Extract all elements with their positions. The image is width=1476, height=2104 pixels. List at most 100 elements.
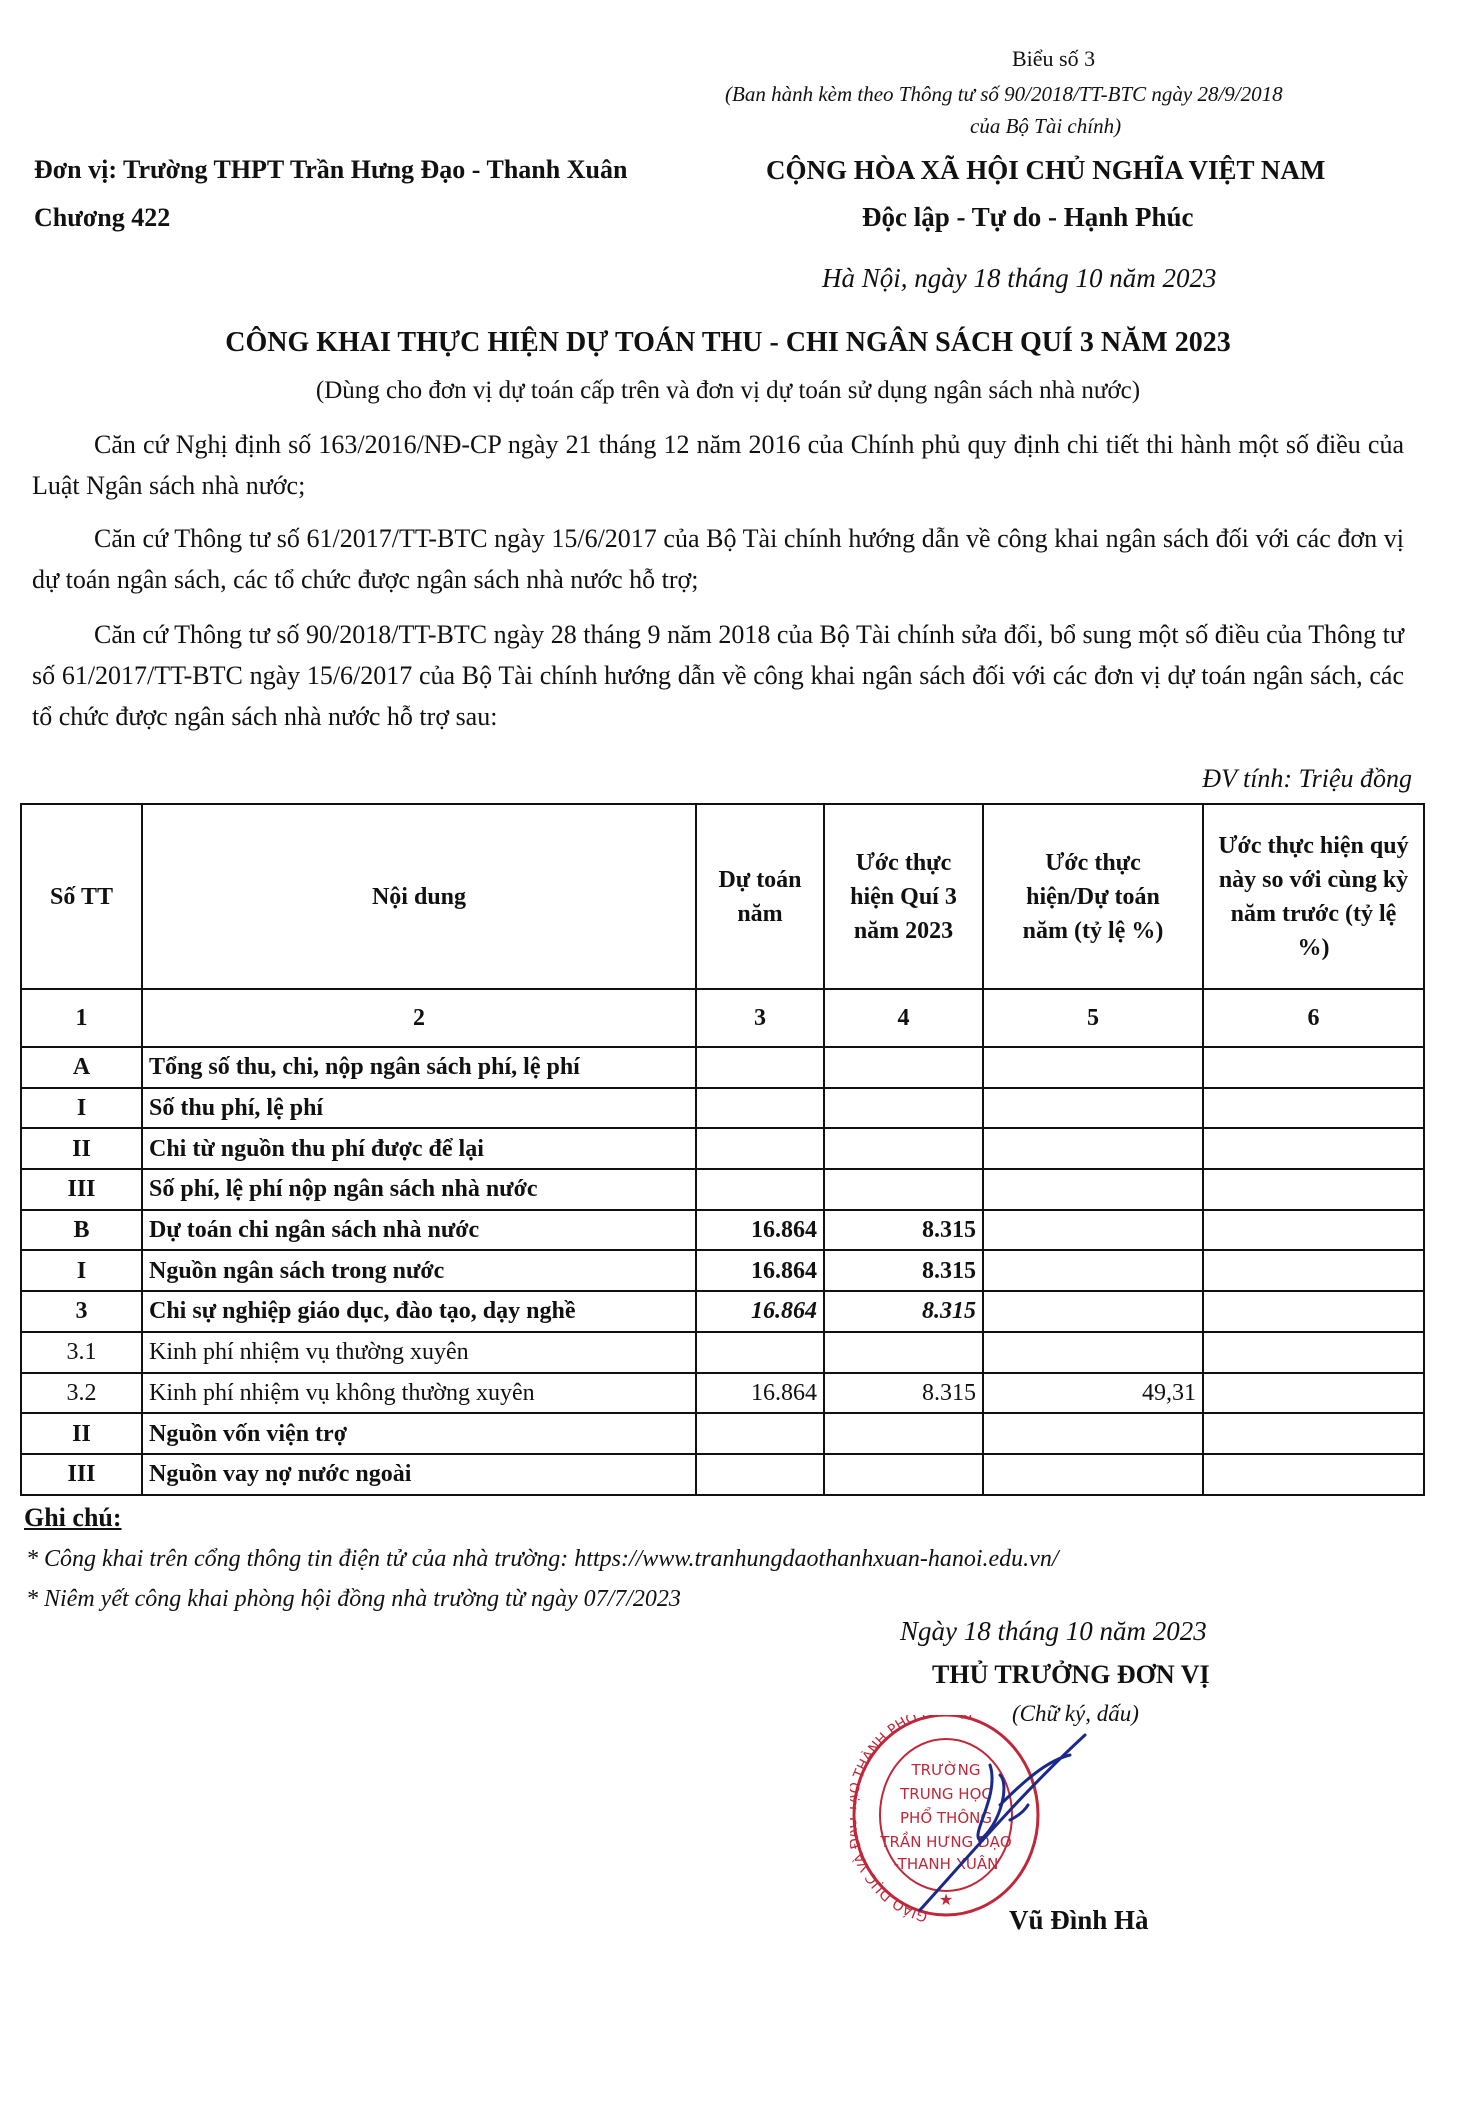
row-ratio-estimate: 49,31 — [982, 1371, 1204, 1415]
row-ratio-prev-year — [1202, 1046, 1425, 1089]
nation-heading: CỘNG HÒA XÃ HỘI CHỦ NGHĨA VIỆT NAM — [766, 155, 1326, 185]
row-annual-estimate: 16.864 — [695, 1290, 825, 1333]
column-number: 5 — [982, 988, 1204, 1048]
table-row: III Số phí, lệ phí nộp ngân sách nhà nước — [20, 1168, 1425, 1211]
header-annual-estimate: Dự toán năm — [695, 803, 825, 990]
signer-name: Vũ Đình Hà — [1009, 1905, 1149, 1935]
row-content: Tổng số thu, chi, nộp ngân sách phí, lệ … — [141, 1046, 697, 1089]
stamp-line: TRƯỜNG — [911, 1760, 981, 1779]
row-ratio-prev-year — [1202, 1168, 1425, 1211]
row-annual-estimate — [695, 1086, 825, 1130]
stamp-line: -THANH XUÂN — [894, 1854, 999, 1873]
row-content: Chi từ nguồn thu phí được để lại — [141, 1127, 697, 1171]
row-q3-actual — [823, 1452, 984, 1496]
header-q3-actual: Ước thực hiện Quí 3 năm 2023 — [823, 803, 984, 990]
table-row: 3.1 Kinh phí nhiệm vụ thường xuyên — [20, 1330, 1425, 1374]
row-q3-actual: 8.315 — [823, 1290, 984, 1333]
row-content: Dự toán chi ngân sách nhà nước — [141, 1208, 697, 1252]
table-row: 3.2 Kinh phí nhiệm vụ không thường xuyên 1… — [20, 1371, 1425, 1415]
row-annual-estimate — [695, 1412, 825, 1455]
row-content: Số thu phí, lệ phí — [141, 1086, 697, 1130]
row-content: Chi sự nghiệp giáo dục, đào tạo, dạy ngh… — [141, 1290, 697, 1333]
row-stt: A — [20, 1046, 143, 1089]
notes-heading: Ghi chú: — [24, 1503, 122, 1532]
legal-basis-2: Căn cứ Thông tư số 61/2017/TT-BTC ngày 1… — [32, 524, 1404, 594]
form-basis-2: của Bộ Tài chính) — [970, 114, 1122, 138]
row-q3-actual — [823, 1046, 984, 1089]
row-ratio-estimate — [982, 1086, 1204, 1130]
row-ratio-prev-year — [1202, 1208, 1425, 1252]
table-row: II Nguồn vốn viện trợ — [20, 1412, 1425, 1455]
row-content: Nguồn vay nợ nước ngoài — [141, 1452, 697, 1496]
row-annual-estimate — [695, 1046, 825, 1089]
row-annual-estimate — [695, 1330, 825, 1374]
row-stt: III — [20, 1452, 143, 1496]
table-row: B Dự toán chi ngân sách nhà nước 16.864 8.3… — [20, 1208, 1425, 1252]
signature-role: THỦ TRƯỞNG ĐƠN VỊ — [932, 1660, 1210, 1689]
row-ratio-estimate — [982, 1452, 1204, 1496]
row-ratio-prev-year — [1202, 1290, 1425, 1333]
row-stt: 3.1 — [20, 1330, 143, 1374]
row-ratio-estimate — [982, 1330, 1204, 1374]
row-q3-actual — [823, 1086, 984, 1130]
row-ratio-prev-year — [1202, 1086, 1425, 1130]
header-content: Nội dung — [141, 803, 697, 990]
row-q3-actual — [823, 1168, 984, 1211]
row-annual-estimate: 16.864 — [695, 1249, 825, 1293]
row-stt: III — [20, 1168, 143, 1211]
official-stamp: GIÁO DỤC VÀ ĐÀO TẠO THÀNH PHỐ HÀ NỘI TRƯ… — [850, 1715, 1087, 1924]
column-number: 6 — [1202, 988, 1425, 1048]
row-content: Kinh phí nhiệm vụ không thường xuyên — [141, 1371, 697, 1415]
row-content: Số phí, lệ phí nộp ngân sách nhà nước — [141, 1168, 697, 1211]
table-row: A Tổng số thu, chi, nộp ngân sách phí, lệ… — [20, 1046, 1425, 1089]
motto: Độc lập - Tự do - Hạnh Phúc — [862, 202, 1194, 232]
row-ratio-prev-year — [1202, 1249, 1425, 1293]
chapter: Chương 422 — [34, 203, 171, 232]
unit-name: Đơn vị: Trường THPT Trần Hưng Đạo - Than… — [34, 155, 628, 184]
header-ratio-prev-year: Ước thực hiện quý này so với cùng kỳ năm… — [1202, 803, 1425, 990]
stamp-star-icon: ★ — [939, 1890, 953, 1909]
row-q3-actual: 8.315 — [823, 1249, 984, 1293]
row-ratio-prev-year — [1202, 1330, 1425, 1374]
table-header-row: Số TT Nội dung Dự toán năm Ước thực hiện… — [20, 803, 1425, 990]
unit-of-measure: ĐV tính: Triệu đồng — [1202, 764, 1412, 793]
column-number: 4 — [823, 988, 984, 1048]
form-basis: (Ban hành kèm theo Thông tư số 90/2018/T… — [725, 82, 1283, 106]
row-annual-estimate: 16.864 — [695, 1371, 825, 1415]
table-row: I Số thu phí, lệ phí — [20, 1086, 1425, 1130]
row-annual-estimate: 16.864 — [695, 1208, 825, 1252]
table-row: III Nguồn vay nợ nước ngoài — [20, 1452, 1425, 1496]
row-ratio-estimate — [982, 1412, 1204, 1455]
header-stt: Số TT — [20, 803, 143, 990]
stamp-line: TRẦN HƯNG ĐẠO — [879, 1830, 1011, 1851]
row-ratio-prev-year — [1202, 1412, 1425, 1455]
column-number: 2 — [141, 988, 697, 1048]
row-ratio-estimate — [982, 1249, 1204, 1293]
row-stt: II — [20, 1127, 143, 1171]
budget-table: Số TT Nội dung Dự toán năm Ước thực hiện… — [20, 803, 1425, 1496]
stamp-line: PHỔ THÔNG — [900, 1806, 992, 1827]
row-ratio-prev-year — [1202, 1127, 1425, 1171]
place-date: Hà Nội, ngày 18 tháng 10 năm 2023 — [822, 263, 1217, 293]
column-number-row: 1 2 3 4 5 6 — [20, 988, 1425, 1048]
header-ratio-estimate: Ước thực hiện/Dự toán năm (tỷ lệ %) — [982, 803, 1204, 990]
row-stt: I — [20, 1086, 143, 1130]
note-item: * Công khai trên cổng thông tin điện tử … — [26, 1546, 1059, 1572]
row-ratio-estimate — [982, 1168, 1204, 1211]
row-ratio-estimate — [982, 1208, 1204, 1252]
form-number: Biểu số 3 — [1012, 46, 1096, 71]
signature-date: Ngày 18 tháng 10 năm 2023 — [900, 1616, 1207, 1646]
row-ratio-estimate — [982, 1046, 1204, 1089]
row-annual-estimate — [695, 1452, 825, 1496]
row-ratio-prev-year — [1202, 1452, 1425, 1496]
row-stt: I — [20, 1249, 143, 1293]
row-q3-actual: 8.315 — [823, 1371, 984, 1415]
row-annual-estimate — [695, 1168, 825, 1211]
table-row: 3 Chi sự nghiệp giáo dục, đào tạo, dạy ng… — [20, 1290, 1425, 1333]
row-ratio-estimate — [982, 1127, 1204, 1171]
legal-basis-1: Căn cứ Nghị định số 163/2016/NĐ-CP ngày … — [32, 430, 1404, 500]
row-stt: B — [20, 1208, 143, 1252]
row-q3-actual — [823, 1412, 984, 1455]
row-stt: 3.2 — [20, 1371, 143, 1415]
legal-basis-3: Căn cứ Thông tư số 90/2018/TT-BTC ngày 2… — [32, 620, 1404, 731]
